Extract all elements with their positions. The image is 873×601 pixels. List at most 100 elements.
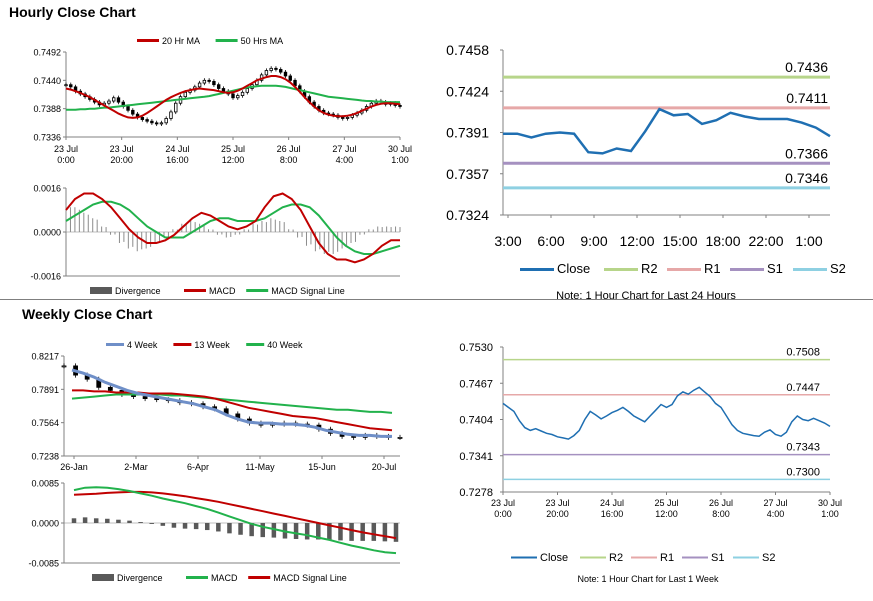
- hourly-pivot-x-tick-label: 12:00: [619, 233, 654, 249]
- weekly-macd-divergence-bar: [216, 523, 221, 532]
- hourly-ma-x-tick-label: 4:00: [336, 155, 354, 165]
- hourly-macd-divergence-bar: [83, 212, 85, 232]
- weekly-macd-divergence-bar: [293, 523, 299, 539]
- hourly-ma-candle-body: [274, 67, 278, 70]
- hourly-ma-candle-body: [131, 109, 135, 115]
- hourly-ma-candle-body: [212, 81, 216, 86]
- weekly-macd-divergence-bar: [371, 523, 377, 541]
- weekly-macd-divergence-bar: [393, 523, 399, 542]
- hourly-pivot-s1-value: 0.7366: [785, 145, 828, 161]
- hourly-macd-divergence-bar: [288, 229, 290, 232]
- weekly-macd-divergence-bar: [327, 523, 332, 540]
- weekly-ma-13wk-line: [72, 389, 393, 432]
- hourly-macd-divergence-bar: [92, 218, 94, 232]
- weekly-macd-divergence-bar: [193, 523, 199, 530]
- hourly-macd-divergence-bar: [230, 232, 232, 237]
- weekly-macd-divergence-bar: [382, 523, 388, 542]
- hourly-macd-signal-line: [65, 200, 401, 255]
- weekly-macd-divergence-bar: [349, 523, 354, 541]
- weekly-pivot-x-tick-label: 16:00: [601, 509, 624, 519]
- hourly-ma-candle-body: [288, 75, 292, 81]
- hourly-pivot-legend-label: R2: [641, 261, 658, 276]
- hourly-ma-x-tick-label: 1:00: [391, 155, 409, 165]
- hourly-ma-y-tick-label: 0.7492: [33, 48, 61, 58]
- hourly-macd-divergence-bar: [319, 232, 321, 250]
- weekly-macd-y-tick-label: 0.0000: [31, 519, 59, 529]
- weekly-macd-divergence-bar: [93, 518, 99, 523]
- weekly-macd-macd-line: [73, 486, 397, 555]
- hourly-macd-divergence-bar: [301, 232, 303, 237]
- hourly-ma-candle-body: [69, 84, 73, 88]
- hourly-macd-divergence-bar: [190, 221, 192, 232]
- hourly-pivot-x-tick-label: 15:00: [662, 233, 697, 249]
- weekly-macd-divergence-bar: [82, 517, 88, 523]
- hourly-ma-x-tick-label: 16:00: [166, 155, 189, 165]
- weekly-ma-candle-body: [61, 365, 67, 368]
- weekly-macd-divergence-bar: [182, 523, 188, 529]
- hourly-macd-divergence-bar: [270, 218, 272, 232]
- hourly-macd-divergence-bar: [350, 232, 352, 243]
- hourly-macd-divergence-bar: [377, 226, 379, 232]
- hourly-macd-divergence-bar: [203, 224, 205, 232]
- hourly-macd-divergence-bar: [74, 207, 76, 232]
- weekly-macd-y-tick-label: 0.0085: [31, 479, 59, 489]
- weekly-ma-legend-label: 40 Week: [267, 340, 303, 350]
- hourly-macd-divergence-bar: [363, 232, 365, 235]
- hourly-macd-divergence-bar: [221, 232, 223, 235]
- hourly-macd-divergence-bar: [145, 232, 147, 249]
- weekly-pivot-x-tick-label: 24 Jul: [600, 498, 624, 508]
- hourly-macd-y-tick-label: -0.0016: [30, 272, 61, 282]
- hourly-macd-y-tick-label: 0.0016: [33, 184, 61, 194]
- hourly-ma-candle-body: [202, 79, 207, 84]
- hourly-macd-divergence-bar: [390, 227, 392, 232]
- weekly-pivot-x-tick-label: 12:00: [655, 509, 678, 519]
- hourly-macd-divergence-bar: [386, 226, 388, 232]
- weekly-ma-legend-label: 13 Week: [194, 340, 230, 350]
- hourly-ma-candle-body: [154, 122, 159, 125]
- hourly-macd-divergence-bar: [243, 229, 245, 232]
- weekly-ma-candle-body: [397, 437, 403, 439]
- weekly-macd-legend-label: Divergence: [117, 573, 163, 583]
- hourly-ma-candle-body: [264, 70, 269, 76]
- weekly-ma-x-tick-label: 26-Jan: [60, 462, 88, 472]
- hourly-ma-20hr-line: [65, 75, 401, 119]
- hourly-pivot-x-tick-label: 9:00: [580, 233, 607, 249]
- hourly-ma-candle-body: [279, 69, 283, 73]
- hourly-ma-candle-body: [236, 95, 240, 99]
- weekly-pivot-legend-label: S2: [762, 552, 775, 564]
- weekly-pivot-x-tick-label: 8:00: [712, 509, 730, 519]
- weekly-macd-divergence-bar: [204, 523, 210, 531]
- hourly-ma-candle-body: [174, 102, 178, 113]
- hourly-ma-candle-body: [283, 71, 288, 77]
- weekly-macd-divergence-bar: [71, 518, 77, 523]
- hourly-macd-divergence-bar: [105, 227, 107, 232]
- hourly-ma-candle-body: [207, 79, 211, 82]
- hourly-ma-x-tick-label: 26 Jul: [277, 144, 301, 154]
- hourly-macd-divergence-bar: [150, 232, 152, 247]
- hourly-macd-divergence-bar: [395, 226, 397, 232]
- hourly-ma-candle-body: [169, 111, 173, 119]
- hourly-macd-divergence-bar: [332, 232, 334, 254]
- weekly-ma-y-tick-label: 0.7238: [31, 452, 59, 462]
- weekly-macd-legend-swatch: [92, 574, 114, 581]
- hourly-macd-divergence-bar: [341, 232, 343, 249]
- hourly-macd-divergence-bar: [234, 232, 236, 235]
- hourly-macd-divergence-bar: [65, 204, 67, 232]
- weekly-pivot-y-tick-label: 0.7278: [459, 487, 493, 499]
- weekly-pivot-y-tick-label: 0.7404: [459, 415, 493, 427]
- hourly-ma-candle-body: [126, 106, 130, 111]
- hourly-ma-x-tick-label: 23 Jul: [54, 144, 78, 154]
- weekly-ma-y-tick-label: 0.7564: [31, 418, 59, 428]
- hourly-macd-divergence-bar: [167, 232, 169, 237]
- weekly-pivot-x-tick-label: 27 Jul: [763, 498, 787, 508]
- hourly-macd-divergence-bar: [212, 229, 214, 232]
- hourly-pivot-y-tick-label: 0.7424: [446, 83, 489, 99]
- weekly-pivot-legend-label: R1: [660, 552, 674, 564]
- section-divider: [0, 299, 873, 300]
- hourly-macd-legend-label: MACD: [209, 286, 236, 296]
- hourly-macd-divergence-bar: [127, 232, 129, 249]
- hourly-macd-divergence-bar: [154, 232, 156, 243]
- weekly-macd-divergence-bar: [338, 523, 343, 541]
- hourly-ma-x-tick-label: 8:00: [280, 155, 298, 165]
- weekly-pivot-x-tick-label: 25 Jul: [654, 498, 678, 508]
